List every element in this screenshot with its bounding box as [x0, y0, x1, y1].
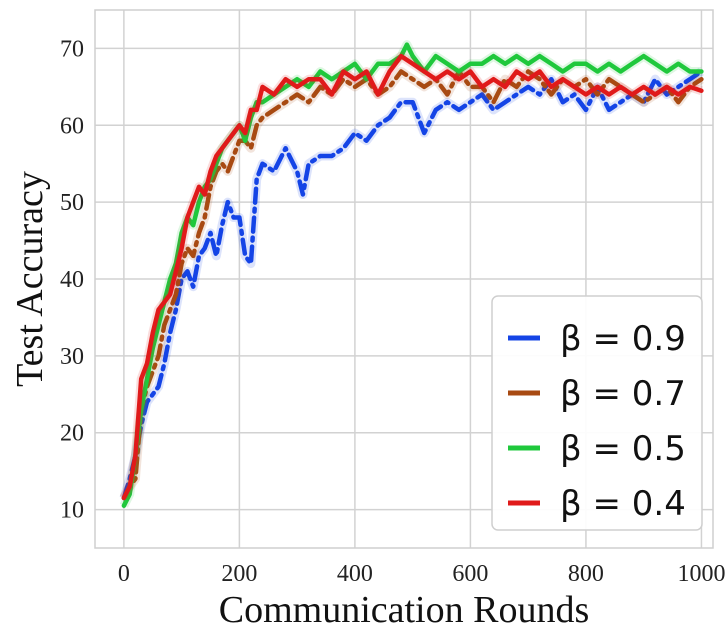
legend-label: β = 0.9 [560, 319, 686, 359]
y-tick-label: 30 [60, 344, 84, 370]
y-tick-label: 10 [60, 498, 84, 524]
y-tick-label: 20 [60, 421, 84, 447]
x-tick-labels: 0 200 400 600 800 1000 [118, 561, 725, 587]
series-line [121, 53, 704, 501]
series-line [121, 69, 704, 501]
y-axis-title: Test Accuracy [9, 171, 51, 387]
legend-label: β = 0.7 [560, 374, 686, 414]
series-layer [119, 40, 704, 508]
y-tick-labels: 10 20 30 40 50 60 70 [60, 36, 84, 523]
x-tick-label: 0 [118, 561, 130, 587]
x-tick-label: 800 [568, 561, 604, 587]
legend-label: β = 0.4 [560, 484, 686, 524]
legend: β = 0.9 β = 0.7 β = 0.5 β = 0.4 [491, 295, 703, 531]
plot-frame [94, 9, 714, 549]
x-tick-label: 400 [337, 561, 373, 587]
y-tick-label: 40 [60, 267, 84, 293]
y-tick-label: 70 [60, 36, 84, 62]
x-tick-label: 600 [452, 561, 488, 587]
y-tick-label: 50 [60, 190, 84, 216]
x-tick-label: 1000 [677, 561, 725, 587]
series-line [121, 69, 704, 501]
legend-label: β = 0.5 [560, 429, 686, 469]
x-tick-label: 200 [221, 561, 257, 587]
legend-box [491, 295, 703, 531]
y-tick-label: 60 [60, 113, 84, 139]
x-axis-title: Communication Rounds [219, 589, 590, 631]
